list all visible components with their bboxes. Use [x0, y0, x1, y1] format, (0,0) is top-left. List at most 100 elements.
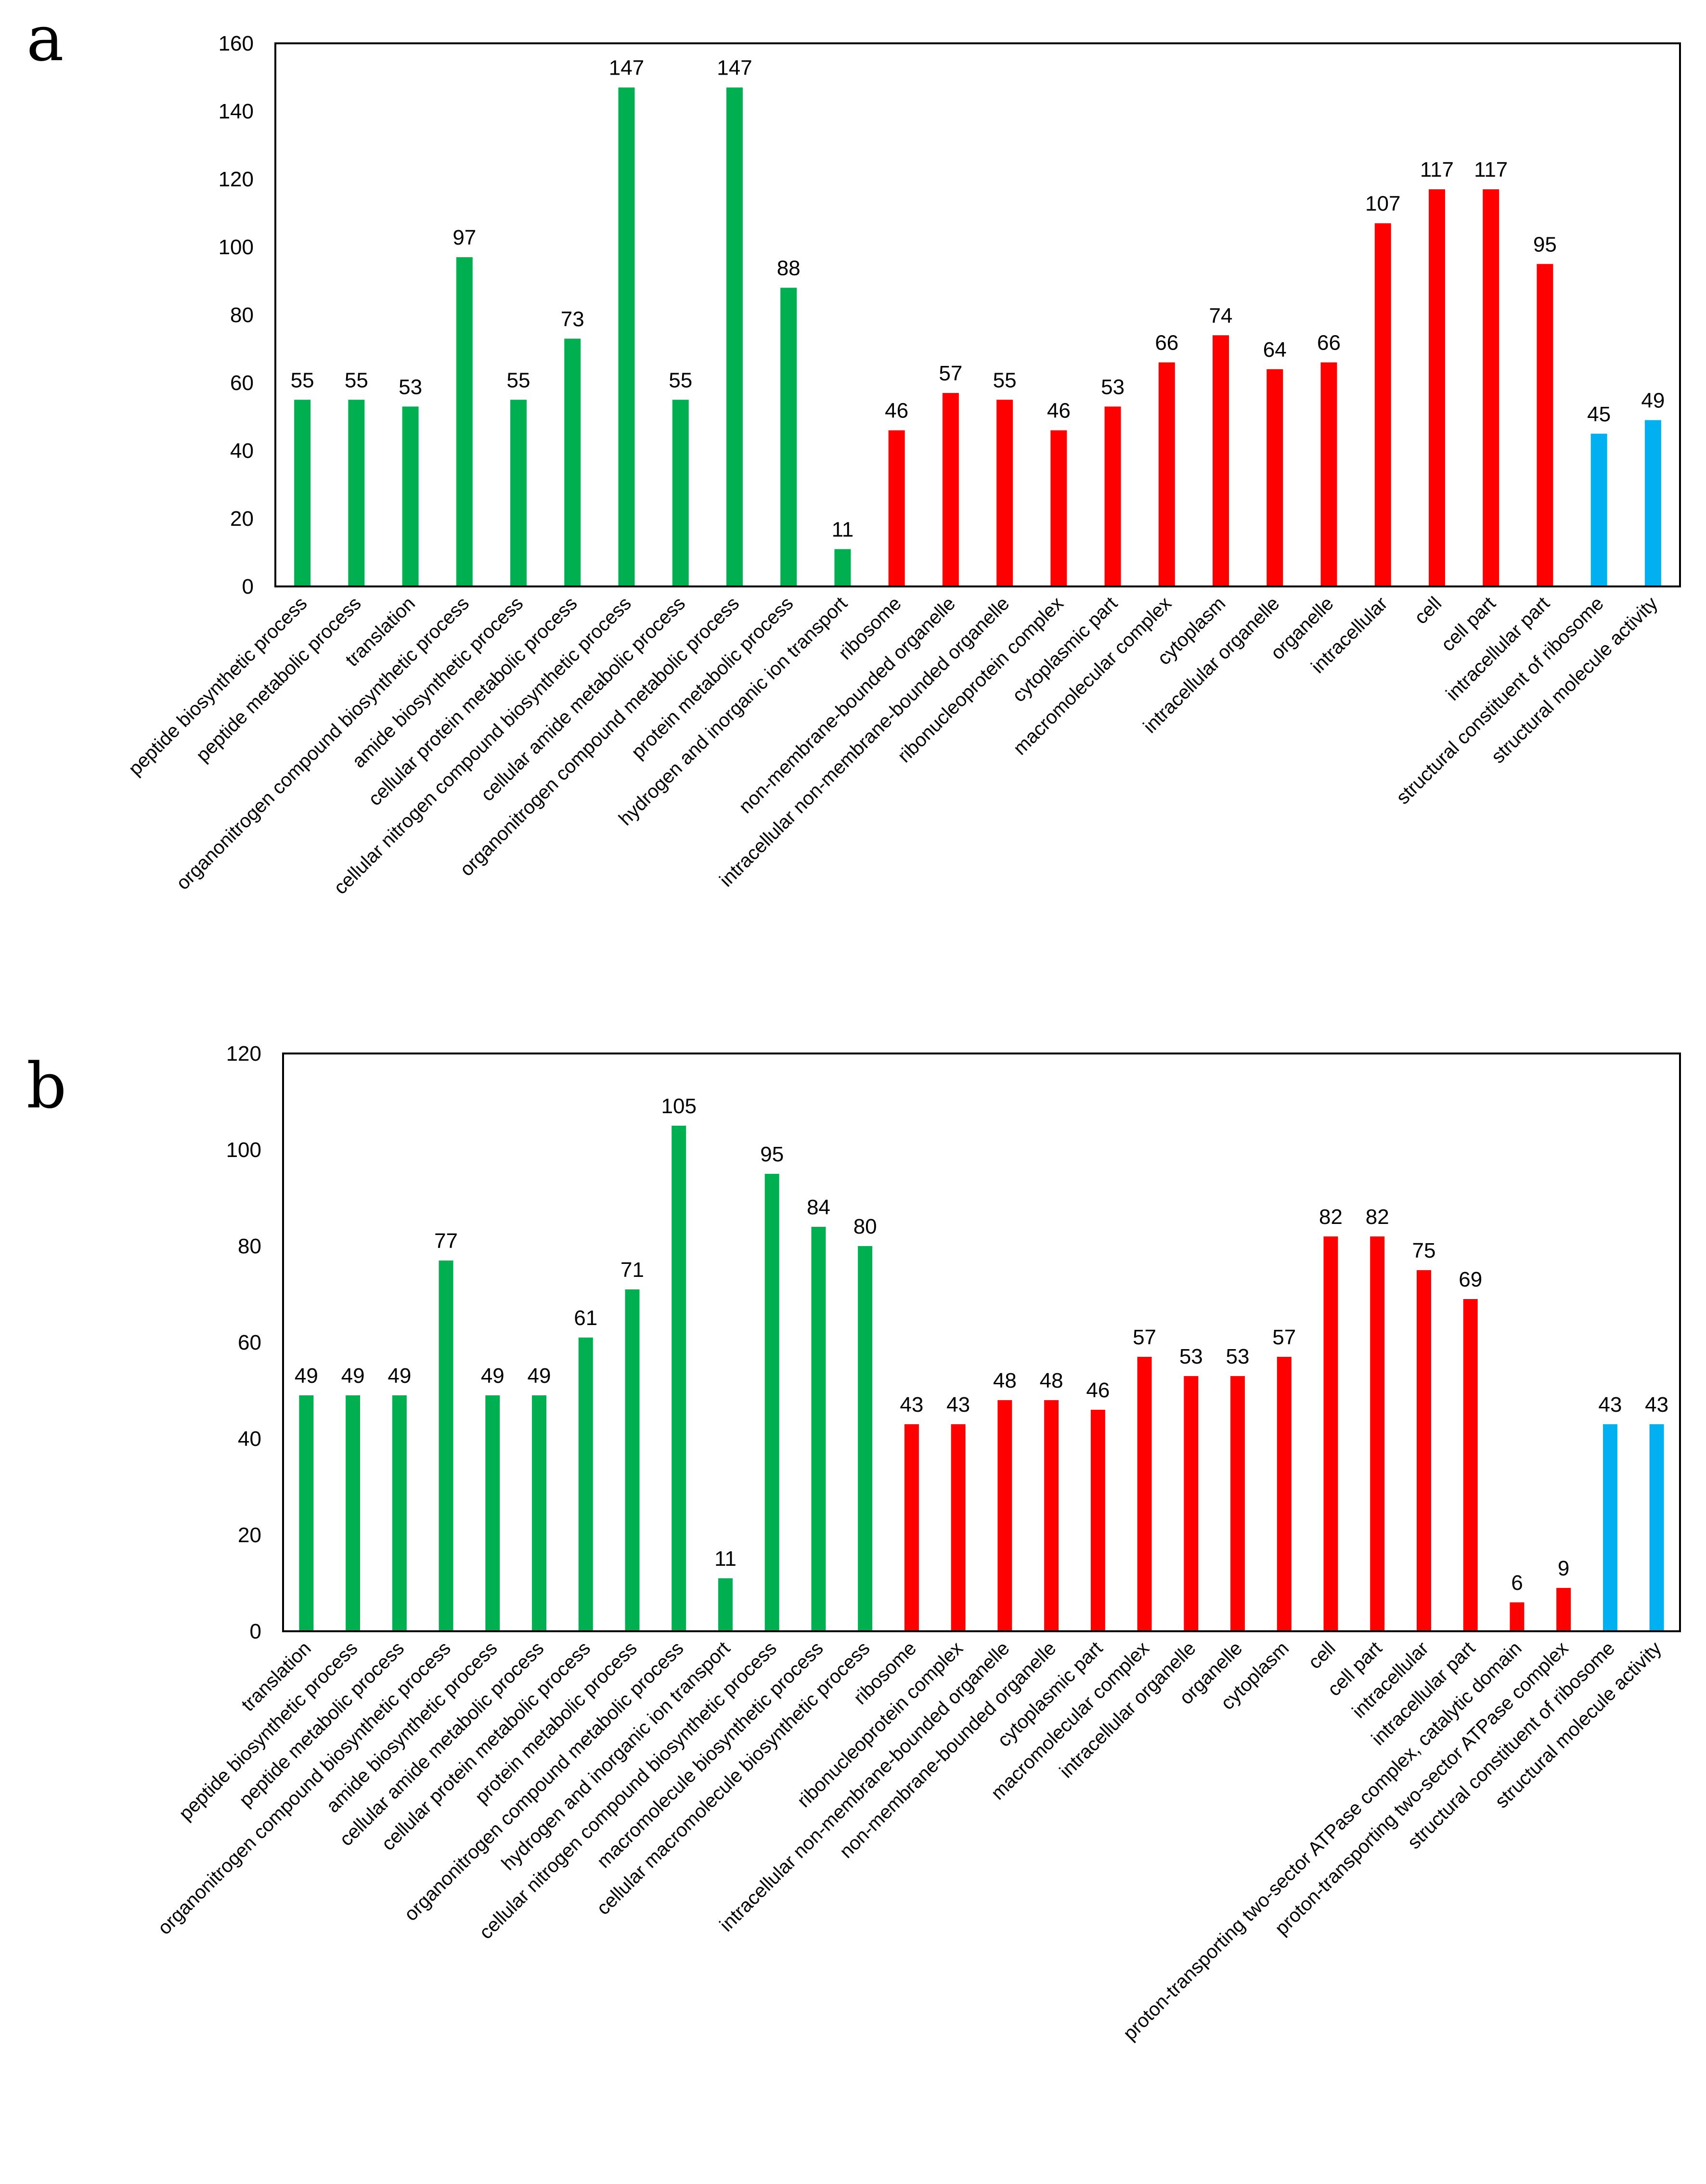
- category-label: cell: [1410, 593, 1446, 628]
- y-tick-label: 20: [238, 1523, 261, 1547]
- data-label: 53: [1179, 1345, 1203, 1368]
- bar: [1277, 1357, 1292, 1631]
- bar: [1050, 430, 1067, 586]
- bar: [834, 549, 851, 586]
- y-tick-label: 20: [230, 507, 254, 531]
- data-label: 46: [1086, 1378, 1110, 1402]
- data-label: 64: [1263, 338, 1287, 362]
- bar: [672, 400, 689, 586]
- data-label: 43: [1645, 1393, 1668, 1417]
- data-label: 46: [1047, 399, 1071, 423]
- y-tick-label: 0: [250, 1620, 261, 1643]
- data-label: 49: [1641, 389, 1665, 413]
- y-tick-label: 40: [238, 1427, 261, 1451]
- data-label: 49: [528, 1364, 551, 1388]
- bar: [672, 1126, 686, 1631]
- data-label: 66: [1155, 331, 1178, 355]
- bar: [1104, 406, 1121, 586]
- bar: [294, 400, 311, 586]
- bar: [618, 87, 635, 586]
- bar: [625, 1289, 640, 1631]
- panel-label: a: [26, 2, 64, 75]
- data-label: 55: [993, 368, 1017, 392]
- data-label: 95: [1533, 233, 1557, 256]
- data-label: 71: [620, 1258, 644, 1282]
- bar: [299, 1395, 314, 1631]
- data-label: 55: [507, 368, 530, 392]
- bar: [904, 1424, 919, 1631]
- bar: [1044, 1400, 1059, 1631]
- data-label: 97: [452, 226, 476, 249]
- data-label: 82: [1319, 1205, 1343, 1229]
- data-label: 43: [1598, 1393, 1622, 1417]
- data-label: 105: [661, 1094, 697, 1118]
- bar: [764, 1174, 779, 1631]
- y-tick-label: 80: [230, 303, 254, 327]
- data-label: 11: [832, 518, 854, 541]
- bar: [1213, 335, 1229, 586]
- bar: [392, 1395, 407, 1631]
- data-label: 48: [993, 1369, 1017, 1392]
- data-label: 49: [295, 1364, 318, 1388]
- bar: [510, 400, 527, 586]
- bar: [456, 257, 473, 586]
- y-tick-label: 100: [219, 235, 254, 259]
- bar: [1428, 189, 1445, 586]
- bar: [1649, 1424, 1664, 1631]
- bar: [1374, 223, 1391, 586]
- data-label: 80: [853, 1215, 877, 1238]
- bar: [578, 1338, 593, 1631]
- bar: [564, 338, 581, 586]
- y-tick-label: 80: [238, 1235, 261, 1258]
- data-label: 74: [1209, 304, 1233, 327]
- bar: [1416, 1270, 1431, 1631]
- bar: [1323, 1236, 1338, 1631]
- bar: [726, 87, 743, 586]
- data-label: 57: [1133, 1326, 1156, 1349]
- data-label: 75: [1412, 1239, 1435, 1262]
- bar: [1230, 1376, 1245, 1631]
- data-label: 107: [1365, 192, 1400, 216]
- data-label: 55: [291, 368, 314, 392]
- bar: [1320, 362, 1337, 586]
- data-label: 84: [807, 1196, 830, 1219]
- data-label: 53: [1101, 375, 1124, 399]
- data-label: 6: [1511, 1571, 1523, 1595]
- bar: [402, 406, 419, 586]
- data-label: 73: [561, 307, 584, 331]
- bar: [780, 287, 797, 586]
- bar: [1370, 1236, 1385, 1631]
- data-label: 53: [399, 375, 422, 399]
- y-tick-label: 160: [219, 32, 254, 55]
- data-label: 57: [939, 362, 962, 385]
- data-label: 43: [900, 1393, 923, 1417]
- y-tick-label: 100: [226, 1138, 261, 1162]
- data-label: 147: [609, 56, 644, 80]
- bar: [439, 1261, 453, 1631]
- y-tick-label: 40: [230, 439, 254, 463]
- y-tick-label: 120: [219, 168, 254, 191]
- bar: [1463, 1299, 1478, 1631]
- bar: [485, 1395, 500, 1631]
- y-tick-label: 120: [226, 1042, 261, 1066]
- bar: [1267, 369, 1283, 586]
- data-label: 55: [345, 368, 368, 392]
- bar: [1090, 1410, 1105, 1631]
- bar: [811, 1227, 826, 1631]
- data-label: 57: [1272, 1326, 1296, 1349]
- bar: [858, 1246, 873, 1631]
- bar: [1590, 433, 1607, 586]
- data-label: 55: [669, 368, 692, 392]
- bar: [1510, 1602, 1525, 1631]
- data-label: 147: [717, 56, 752, 80]
- bar: [1556, 1588, 1571, 1631]
- y-tick-label: 0: [242, 575, 254, 598]
- panel-label: b: [26, 1049, 66, 1122]
- category-label: cell: [1304, 1638, 1340, 1673]
- bar: [1158, 362, 1175, 586]
- data-label: 45: [1587, 403, 1611, 426]
- bar: [1537, 264, 1553, 586]
- plot-frame: [282, 1053, 1681, 1632]
- y-tick-label: 60: [238, 1331, 261, 1354]
